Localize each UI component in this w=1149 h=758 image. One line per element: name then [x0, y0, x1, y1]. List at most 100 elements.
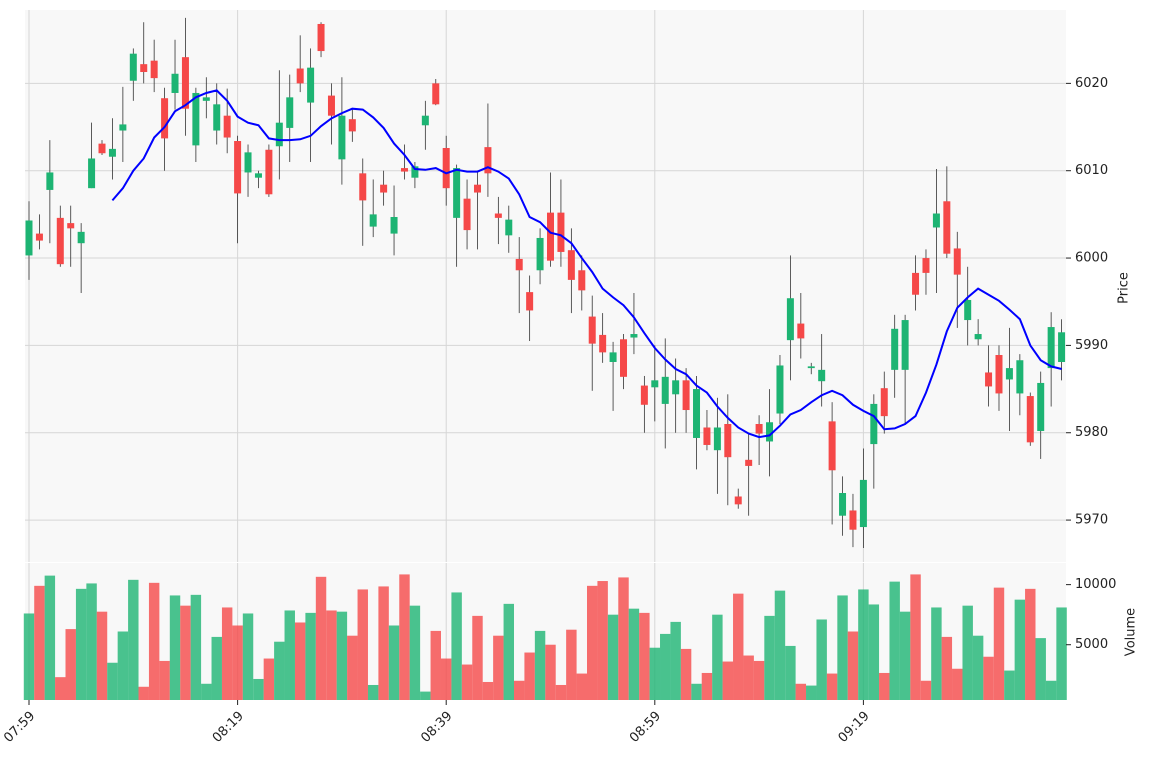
- volume-bar: [169, 595, 181, 700]
- volume-bar: [868, 604, 880, 700]
- volume-bar: [785, 645, 796, 700]
- volume-bar: [858, 589, 869, 700]
- candle-body: [244, 152, 252, 173]
- candle-body: [891, 328, 899, 370]
- volume-bar: [847, 631, 859, 700]
- candle-body: [776, 365, 784, 414]
- candle-body: [745, 459, 753, 466]
- candle-body: [400, 168, 408, 172]
- volume-bar: [524, 652, 535, 700]
- volume-bar: [242, 613, 254, 700]
- volume-bar: [826, 673, 838, 700]
- candle-body: [870, 403, 878, 445]
- volume-bar: [993, 587, 1005, 700]
- candle-body: [473, 184, 481, 193]
- candle-body: [1026, 396, 1034, 443]
- candle-body: [682, 380, 690, 411]
- x-tick-label: 08:19: [210, 709, 247, 746]
- volume-bar: [263, 658, 275, 700]
- volume-bar: [211, 636, 222, 700]
- volume-bar: [534, 630, 546, 700]
- volume-bar: [879, 672, 890, 700]
- candle-body: [359, 173, 367, 201]
- candle-body: [296, 68, 304, 84]
- volume-bar: [837, 595, 848, 700]
- candle-body: [67, 223, 75, 229]
- volume-bar: [148, 582, 160, 700]
- volume-bar: [983, 656, 994, 700]
- moving-average-line: [111, 89, 1062, 439]
- volume-bar: [691, 683, 702, 700]
- volume-bar: [388, 625, 400, 700]
- volume-bar: [889, 581, 900, 700]
- volume-bar: [764, 615, 775, 700]
- volume-bar: [503, 603, 514, 700]
- candle-body: [526, 292, 534, 311]
- candle-body: [672, 380, 680, 395]
- volume-bar: [274, 641, 285, 700]
- x-tick-label: 08:59: [627, 709, 664, 746]
- candle-body: [964, 299, 972, 321]
- candle-body: [25, 220, 33, 256]
- candle-body: [943, 201, 951, 254]
- volume-bar: [493, 635, 504, 700]
- volume-bar: [128, 579, 139, 700]
- volume-bar: [972, 635, 984, 700]
- candle-body: [484, 147, 492, 174]
- volume-bar: [461, 664, 473, 700]
- candle-body: [713, 427, 721, 451]
- volume-bar: [774, 590, 786, 700]
- y-tick-label: 6020: [1075, 76, 1108, 91]
- candle-body: [985, 372, 993, 387]
- y-tick-label: 5990: [1075, 338, 1108, 353]
- volume-bar: [795, 683, 807, 700]
- candle-body: [588, 316, 596, 344]
- candle-body: [223, 115, 231, 138]
- volume-bar: [284, 610, 295, 700]
- volume-bar: [1035, 638, 1046, 700]
- volume-bar: [159, 660, 170, 700]
- volume-bar: [75, 588, 87, 700]
- candle-body: [567, 250, 575, 280]
- candle-body: [192, 92, 200, 146]
- candle-body: [119, 124, 127, 131]
- candle-body: [651, 380, 659, 388]
- volume-axis-label: Volume: [1124, 608, 1139, 656]
- candle-body: [693, 389, 701, 438]
- volume-bar: [221, 607, 233, 700]
- volume-bar: [305, 612, 316, 700]
- volume-bar: [618, 577, 629, 700]
- candle-body: [859, 479, 867, 528]
- candle-body: [265, 149, 273, 195]
- candle-body: [327, 95, 335, 116]
- candle-body: [797, 323, 805, 339]
- candle-body: [108, 148, 116, 157]
- volume-bar: [55, 677, 66, 700]
- volume-bar: [670, 621, 681, 700]
- candle-body: [369, 214, 377, 227]
- volume-bar: [232, 625, 243, 700]
- candle-body: [995, 355, 1003, 394]
- candle-body: [703, 427, 711, 445]
- candle-body: [1016, 360, 1024, 394]
- candle-body: [630, 334, 638, 338]
- candle-body: [901, 320, 909, 370]
- candle-body: [56, 217, 64, 265]
- candle-body: [150, 60, 158, 79]
- candle-body: [755, 424, 763, 434]
- candle-body: [547, 212, 554, 261]
- candle-body: [828, 421, 836, 471]
- candle-body: [599, 334, 607, 353]
- volume-bar: [107, 662, 118, 700]
- candle-body: [557, 212, 565, 252]
- volume-bar: [576, 673, 588, 700]
- volume-bar: [743, 655, 754, 700]
- volume-bar: [420, 691, 431, 700]
- x-tick-label: 09:19: [836, 709, 873, 746]
- volume-bar: [430, 630, 441, 700]
- x-tick-label: 08:39: [418, 709, 455, 746]
- volume-bar: [587, 585, 598, 700]
- candle-body: [390, 217, 398, 234]
- volume-bar: [117, 631, 129, 700]
- candle-body: [932, 213, 940, 228]
